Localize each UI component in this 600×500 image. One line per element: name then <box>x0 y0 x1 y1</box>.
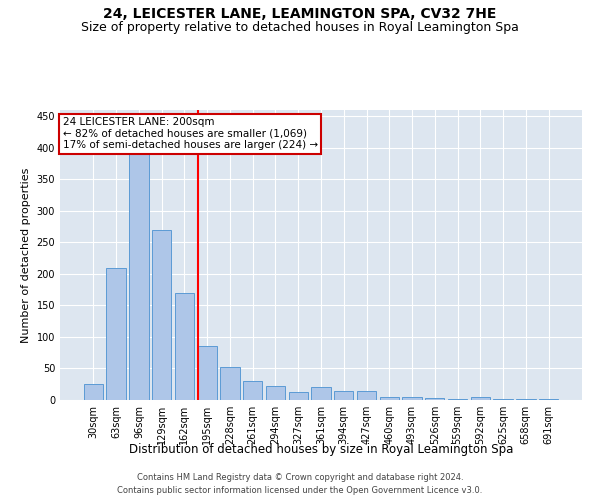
Bar <box>539 398 558 400</box>
Bar <box>425 398 445 400</box>
Bar <box>493 398 513 400</box>
Bar <box>470 397 490 400</box>
Bar <box>243 381 262 400</box>
Bar <box>220 367 239 400</box>
Text: 24 LEICESTER LANE: 200sqm
← 82% of detached houses are smaller (1,069)
17% of se: 24 LEICESTER LANE: 200sqm ← 82% of detac… <box>62 117 318 150</box>
Y-axis label: Number of detached properties: Number of detached properties <box>21 168 31 342</box>
Bar <box>357 390 376 400</box>
Bar <box>403 397 422 400</box>
Bar <box>175 293 194 400</box>
Bar <box>266 386 285 400</box>
Text: Contains HM Land Registry data © Crown copyright and database right 2024.
Contai: Contains HM Land Registry data © Crown c… <box>118 474 482 495</box>
Bar <box>129 154 149 400</box>
Text: Size of property relative to detached houses in Royal Leamington Spa: Size of property relative to detached ho… <box>81 21 519 34</box>
Bar <box>152 230 172 400</box>
Bar <box>380 397 399 400</box>
Bar <box>84 384 103 400</box>
Bar <box>334 390 353 400</box>
Bar <box>516 398 536 400</box>
Bar <box>448 398 467 400</box>
Bar <box>197 346 217 400</box>
Bar <box>311 388 331 400</box>
Bar <box>289 392 308 400</box>
Text: Distribution of detached houses by size in Royal Leamington Spa: Distribution of detached houses by size … <box>129 442 513 456</box>
Bar <box>106 268 126 400</box>
Text: 24, LEICESTER LANE, LEAMINGTON SPA, CV32 7HE: 24, LEICESTER LANE, LEAMINGTON SPA, CV32… <box>103 8 497 22</box>
